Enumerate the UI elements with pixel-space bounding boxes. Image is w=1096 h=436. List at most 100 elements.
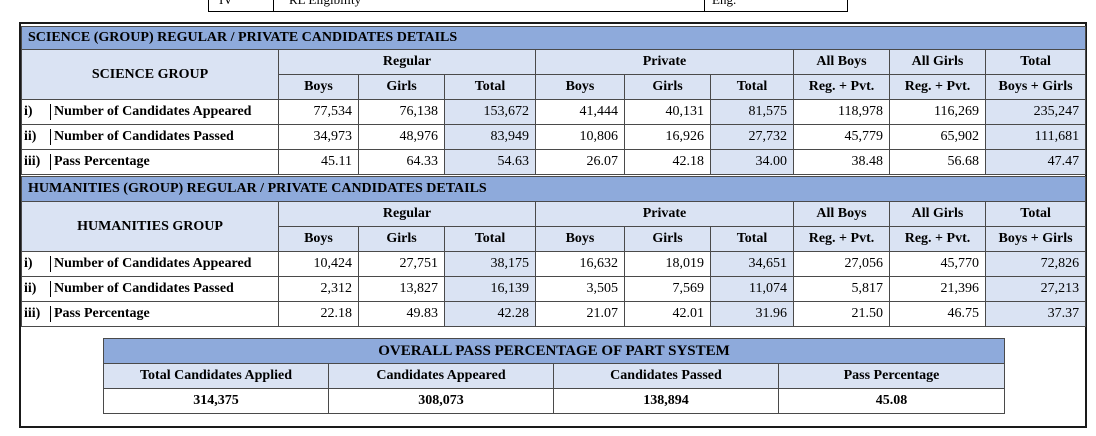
overall-title: OVERALL PASS PERCENTAGE OF PART SYSTEM	[103, 338, 1005, 364]
table-cell: 38.48	[793, 149, 890, 175]
row-index: i)	[24, 104, 51, 120]
table-cell: 153,672	[444, 99, 536, 125]
prev-cell-index: IV	[219, 0, 233, 8]
table-cell: 27,732	[710, 124, 794, 150]
table-cell: 38,175	[444, 251, 536, 277]
table-row: iii) Pass Percentage 45.11 64.33 54.63 26…	[21, 149, 1087, 175]
overall-header-percentage: Pass Percentage	[778, 363, 1005, 389]
table-cell: 27,213	[984, 276, 1087, 302]
table-cell: 77,534	[278, 99, 359, 125]
table-cell: 27,751	[358, 251, 445, 277]
humanities-allgirls-sub-header: Reg. + Pvt.	[889, 226, 986, 252]
table-cell: 21,396	[889, 276, 986, 302]
table-cell: 34.00	[710, 149, 794, 175]
row-label-text: Number of Candidates Appeared	[54, 104, 252, 119]
table-cell: 56.68	[889, 149, 986, 175]
row-label: iii) Pass Percentage	[21, 149, 279, 175]
science-regular-header: Regular	[278, 49, 536, 75]
table-cell: 16,926	[624, 124, 711, 150]
prev-cell-value: Eng.	[712, 0, 736, 8]
science-all-girls-header: All Girls	[889, 49, 986, 75]
table-cell: 3,505	[535, 276, 625, 302]
table-row: ii) Number of Candidates Passed 2,312 13,…	[21, 276, 1087, 302]
table-cell: 27,056	[793, 251, 890, 277]
table-cell: 46.75	[889, 301, 986, 327]
humanities-section-title: HUMANITIES (GROUP) REGULAR / PRIVATE CAN…	[20, 176, 1087, 202]
humanities-pvt-girls-header: Girls	[624, 226, 711, 252]
humanities-reg-total-header: Total	[444, 226, 536, 252]
science-reg-girls-header: Girls	[358, 74, 445, 100]
table-cell: 21.50	[793, 301, 890, 327]
table-cell: 72,826	[984, 251, 1087, 277]
table-cell: 16,632	[535, 251, 625, 277]
row-label: ii) Number of Candidates Passed	[21, 124, 279, 150]
row-label-text: Pass Percentage	[54, 306, 150, 321]
humanities-private-header: Private	[535, 201, 794, 227]
table-cell: 11,074	[710, 276, 794, 302]
table-cell: 116,269	[889, 99, 986, 125]
table-cell: 5,817	[793, 276, 890, 302]
previous-table-fragment: IV RL Eligibility Eng.	[208, 0, 848, 12]
row-index: i)	[24, 256, 51, 272]
divider	[704, 0, 705, 11]
row-label-text: Pass Percentage	[54, 154, 150, 169]
overall-value-applied: 314,375	[103, 388, 329, 414]
table-cell: 49.83	[358, 301, 445, 327]
table-cell: 13,827	[358, 276, 445, 302]
table-cell: 83,949	[444, 124, 536, 150]
row-label: ii) Number of Candidates Passed	[21, 276, 279, 302]
row-label: iii) Pass Percentage	[21, 301, 279, 327]
document-frame	[19, 22, 1087, 428]
science-boys-girls-header: Boys + Girls	[984, 74, 1087, 100]
prev-cell-label: RL Eligibility	[289, 0, 361, 8]
science-group-label: SCIENCE GROUP	[21, 49, 279, 100]
table-cell: 34,973	[278, 124, 359, 150]
row-label: i) Number of Candidates Appeared	[21, 99, 279, 125]
table-cell: 41,444	[535, 99, 625, 125]
overall-value-passed: 138,894	[553, 388, 779, 414]
science-section-title: SCIENCE (GROUP) REGULAR / PRIVATE CANDID…	[20, 26, 1087, 50]
table-cell: 37.37	[984, 301, 1087, 327]
table-cell: 42.01	[624, 301, 711, 327]
overall-table: OVERALL PASS PERCENTAGE OF PART SYSTEM T…	[103, 338, 1005, 414]
table-cell: 26.07	[535, 149, 625, 175]
humanities-pvt-boys-header: Boys	[535, 226, 625, 252]
science-pvt-boys-header: Boys	[535, 74, 625, 100]
science-total-header: Total	[984, 49, 1087, 75]
table-cell: 2,312	[278, 276, 359, 302]
science-table: SCIENCE (GROUP) REGULAR / PRIVATE CANDID…	[20, 26, 1087, 175]
humanities-all-girls-header: All Girls	[889, 201, 986, 227]
humanities-reg-girls-header: Girls	[358, 226, 445, 252]
table-cell: 81,575	[710, 99, 794, 125]
humanities-group-label: HUMANITIES GROUP	[21, 201, 279, 252]
table-cell: 34,651	[710, 251, 794, 277]
table-cell: 42.18	[624, 149, 711, 175]
humanities-regular-header: Regular	[278, 201, 536, 227]
table-cell: 16,139	[444, 276, 536, 302]
table-cell: 22.18	[278, 301, 359, 327]
science-pvt-girls-header: Girls	[624, 74, 711, 100]
overall-value-appeared: 308,073	[328, 388, 554, 414]
row-label-text: Number of Candidates Appeared	[54, 256, 252, 271]
table-cell: 48,976	[358, 124, 445, 150]
science-private-header: Private	[535, 49, 794, 75]
science-allboys-sub-header: Reg. + Pvt.	[793, 74, 890, 100]
table-cell: 47.47	[984, 149, 1087, 175]
humanities-all-boys-header: All Boys	[793, 201, 890, 227]
science-allgirls-sub-header: Reg. + Pvt.	[889, 74, 986, 100]
row-index: iii)	[24, 154, 51, 170]
humanities-table: HUMANITIES (GROUP) REGULAR / PRIVATE CAN…	[20, 176, 1087, 327]
table-cell: 235,247	[984, 99, 1087, 125]
row-index: ii)	[24, 129, 51, 145]
overall-header-applied: Total Candidates Applied	[103, 363, 329, 389]
table-cell: 7,569	[624, 276, 711, 302]
table-cell: 45,779	[793, 124, 890, 150]
divider	[273, 0, 274, 11]
table-cell: 10,806	[535, 124, 625, 150]
science-reg-total-header: Total	[444, 74, 536, 100]
science-all-boys-header: All Boys	[793, 49, 890, 75]
humanities-allboys-sub-header: Reg. + Pvt.	[793, 226, 890, 252]
table-cell: 64.33	[358, 149, 445, 175]
science-reg-boys-header: Boys	[278, 74, 359, 100]
row-index: ii)	[24, 281, 51, 297]
